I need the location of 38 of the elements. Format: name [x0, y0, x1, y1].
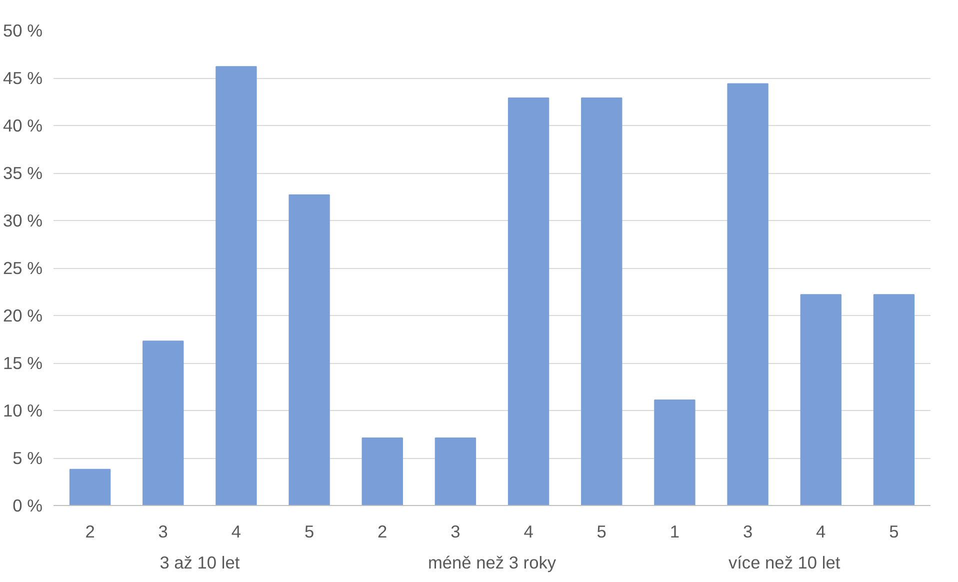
bar [873, 294, 915, 506]
bar [362, 438, 403, 506]
y-tick-label: 5 % [12, 448, 42, 468]
bar [216, 66, 257, 506]
y-tick-label: 30 % [3, 210, 43, 230]
x-tick-label: 4 [524, 522, 534, 542]
x-tick-label: 4 [816, 522, 826, 542]
y-tick-label: 10 % [3, 400, 43, 420]
bar [727, 83, 768, 506]
y-tick-label: 25 % [3, 258, 43, 278]
x-tick-label: 5 [596, 522, 606, 542]
text: více než 10 let [728, 552, 840, 572]
x-tick-label: 2 [85, 522, 95, 542]
text: 3 až 10 let [160, 552, 240, 572]
y-tick-label: 0 % [12, 496, 42, 516]
x-tick-label: 4 [231, 522, 242, 542]
bar [142, 340, 184, 506]
y-tick-label: 35 % [3, 163, 43, 183]
x-tick-label: 5 [889, 522, 899, 542]
x-tick-label: 2 [378, 522, 388, 542]
bar [434, 438, 476, 506]
bar [288, 194, 330, 506]
y-tick-label: 20 % [3, 306, 43, 326]
y-tick-label: 40 % [3, 116, 43, 136]
x-tick-label: 5 [304, 522, 314, 542]
bar [800, 294, 842, 506]
y-tick-label: 15 % [3, 353, 43, 373]
y-tick-label: 45 % [3, 68, 43, 88]
y-tick-label: 50 % [3, 20, 43, 40]
bar [654, 400, 696, 506]
x-tick-label: 3 [742, 522, 753, 542]
x-tick-label: 3 [158, 522, 168, 542]
x-tick-label: 1 [670, 522, 680, 542]
bar [508, 97, 550, 506]
bar [69, 468, 111, 506]
text: méně než 3 roky [428, 552, 556, 572]
bar [581, 97, 622, 506]
x-tick-label: 3 [450, 522, 460, 542]
